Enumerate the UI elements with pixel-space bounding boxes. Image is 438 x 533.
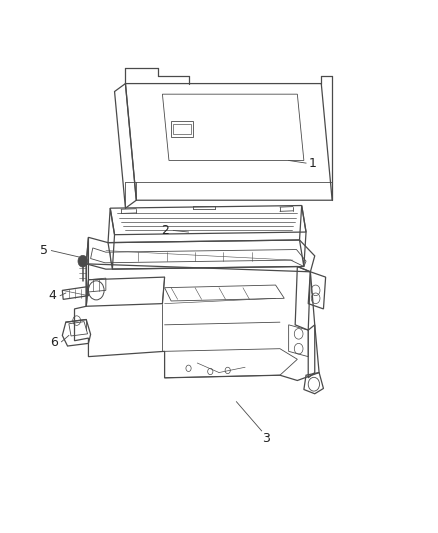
Text: 2: 2 (161, 224, 169, 237)
Circle shape (78, 255, 88, 267)
Text: 1: 1 (308, 157, 316, 169)
Text: 3: 3 (262, 432, 270, 445)
Text: 4: 4 (48, 289, 56, 302)
Text: 5: 5 (40, 244, 48, 257)
Text: 6: 6 (50, 336, 58, 349)
